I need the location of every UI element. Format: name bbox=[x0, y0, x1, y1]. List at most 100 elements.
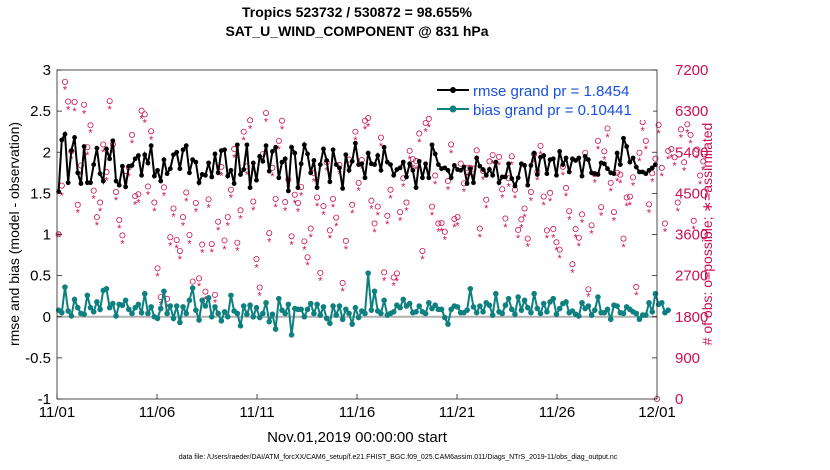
legend-rmse-marker bbox=[450, 87, 456, 93]
obs-possible-point bbox=[247, 117, 254, 124]
bias-point bbox=[604, 306, 611, 313]
obs-assimilated-point: * bbox=[273, 202, 278, 214]
bias-point bbox=[71, 296, 78, 303]
obs-possible-point bbox=[649, 170, 656, 177]
obs-assimilated-point: * bbox=[184, 196, 189, 208]
rmse-point bbox=[215, 170, 221, 176]
rmse-point bbox=[582, 153, 588, 159]
obs-possible-point bbox=[250, 198, 257, 205]
rmse-point bbox=[110, 138, 116, 144]
rmse-point bbox=[560, 162, 566, 167]
x-tick-label: 12/01 bbox=[638, 404, 676, 421]
bias-point bbox=[343, 306, 349, 313]
obs-assimilated-point: * bbox=[232, 152, 237, 164]
obs-possible-point bbox=[671, 154, 678, 161]
obs-possible-point bbox=[633, 284, 640, 291]
bias-point bbox=[301, 313, 308, 320]
rmse-point bbox=[238, 172, 243, 177]
rmse-point bbox=[503, 174, 508, 180]
obs-assimilated-point: * bbox=[663, 226, 668, 238]
obs-assimilated-point: * bbox=[503, 222, 508, 234]
obs-assimilated-point: * bbox=[315, 201, 320, 213]
obs-possible-point bbox=[77, 162, 84, 169]
rmse-point bbox=[624, 144, 630, 149]
bias-point bbox=[272, 326, 279, 332]
obs-assimilated-point: * bbox=[392, 280, 397, 292]
bias-point bbox=[349, 321, 356, 327]
obs-possible-point bbox=[71, 98, 78, 105]
obs-possible-point bbox=[215, 218, 222, 225]
rmse-point bbox=[579, 173, 585, 179]
bias-point bbox=[339, 316, 346, 323]
legend: rmse grand pr = 1.8454 bias grand pr = 0… bbox=[432, 80, 653, 120]
obs-assimilated-point: * bbox=[309, 232, 314, 244]
y-left-tick-label: 2.5 bbox=[30, 103, 51, 120]
rmse-point bbox=[196, 180, 202, 186]
rmse-point bbox=[528, 163, 534, 168]
obs-possible-point bbox=[202, 288, 209, 295]
rmse-point bbox=[349, 158, 355, 164]
obs-possible-point bbox=[572, 226, 579, 233]
bias-point bbox=[87, 304, 94, 311]
bias-point bbox=[84, 292, 91, 299]
bias-point bbox=[202, 303, 209, 309]
obs-possible-point bbox=[419, 247, 426, 254]
legend-bias-label: bias grand pr = 0.10441 bbox=[473, 102, 632, 119]
obs-assimilated-point: * bbox=[615, 176, 620, 188]
obs-possible-point bbox=[144, 183, 151, 190]
obs-possible-point bbox=[697, 172, 704, 179]
obs-possible-point bbox=[489, 151, 496, 158]
obs-assimilated-point: * bbox=[328, 233, 333, 245]
series-layer bbox=[55, 130, 671, 338]
rmse-point bbox=[142, 152, 148, 158]
obs-assimilated-point: * bbox=[194, 206, 199, 218]
obs-possible-point bbox=[403, 199, 410, 206]
obs-possible-point bbox=[684, 121, 691, 128]
bias-point bbox=[253, 304, 260, 311]
rmse-point bbox=[193, 159, 199, 165]
rmse-point bbox=[375, 153, 381, 158]
obs-possible-point bbox=[508, 153, 515, 160]
obs-assimilated-point: * bbox=[535, 175, 540, 187]
bias-point bbox=[129, 310, 135, 317]
bias-point bbox=[240, 303, 247, 309]
bias-point bbox=[138, 309, 145, 316]
obs-assimilated-point: * bbox=[516, 233, 521, 245]
obs-possible-point bbox=[154, 265, 161, 272]
bias-point bbox=[502, 302, 509, 309]
obs-possible-point bbox=[598, 204, 605, 211]
rmse-point bbox=[595, 172, 601, 177]
rmse-point bbox=[129, 163, 135, 168]
rmse-point bbox=[448, 175, 454, 181]
obs-possible-point bbox=[409, 156, 416, 163]
obs-possible-point bbox=[186, 231, 193, 238]
rmse-point bbox=[161, 157, 167, 163]
obs-assimilated-point: * bbox=[653, 162, 658, 174]
rmse-point bbox=[225, 173, 231, 179]
obs-assimilated-point: * bbox=[350, 208, 355, 220]
obs-possible-point bbox=[263, 109, 270, 116]
rmse-point bbox=[167, 166, 173, 172]
rmse-point bbox=[65, 180, 71, 186]
obs-possible-point bbox=[444, 178, 451, 185]
rmse-point bbox=[139, 172, 144, 178]
y-left-tick-label: 1 bbox=[43, 227, 51, 244]
obs-possible-point bbox=[674, 199, 681, 206]
bias-point bbox=[189, 285, 196, 291]
y-axis-label-right: # of obs: o=possible; ∗=assimilated bbox=[699, 123, 715, 346]
rmse-point bbox=[327, 179, 333, 185]
obs-assimilated-point: * bbox=[85, 150, 90, 162]
rmse-point bbox=[554, 172, 559, 178]
obs-possible-point bbox=[540, 193, 547, 200]
bias-point bbox=[518, 307, 525, 313]
rmse-point bbox=[353, 140, 358, 146]
obs-possible-point bbox=[148, 128, 155, 135]
obs-assimilated-point: * bbox=[669, 152, 674, 164]
obs-assimilated-point: * bbox=[143, 118, 148, 130]
bias-point bbox=[224, 313, 231, 320]
bias-point bbox=[464, 307, 470, 313]
bias-point bbox=[540, 300, 547, 307]
obs-assimilated-point: * bbox=[532, 157, 537, 169]
y-right-tick-label: 4500 bbox=[675, 185, 708, 202]
obs-possible-point bbox=[339, 279, 346, 286]
